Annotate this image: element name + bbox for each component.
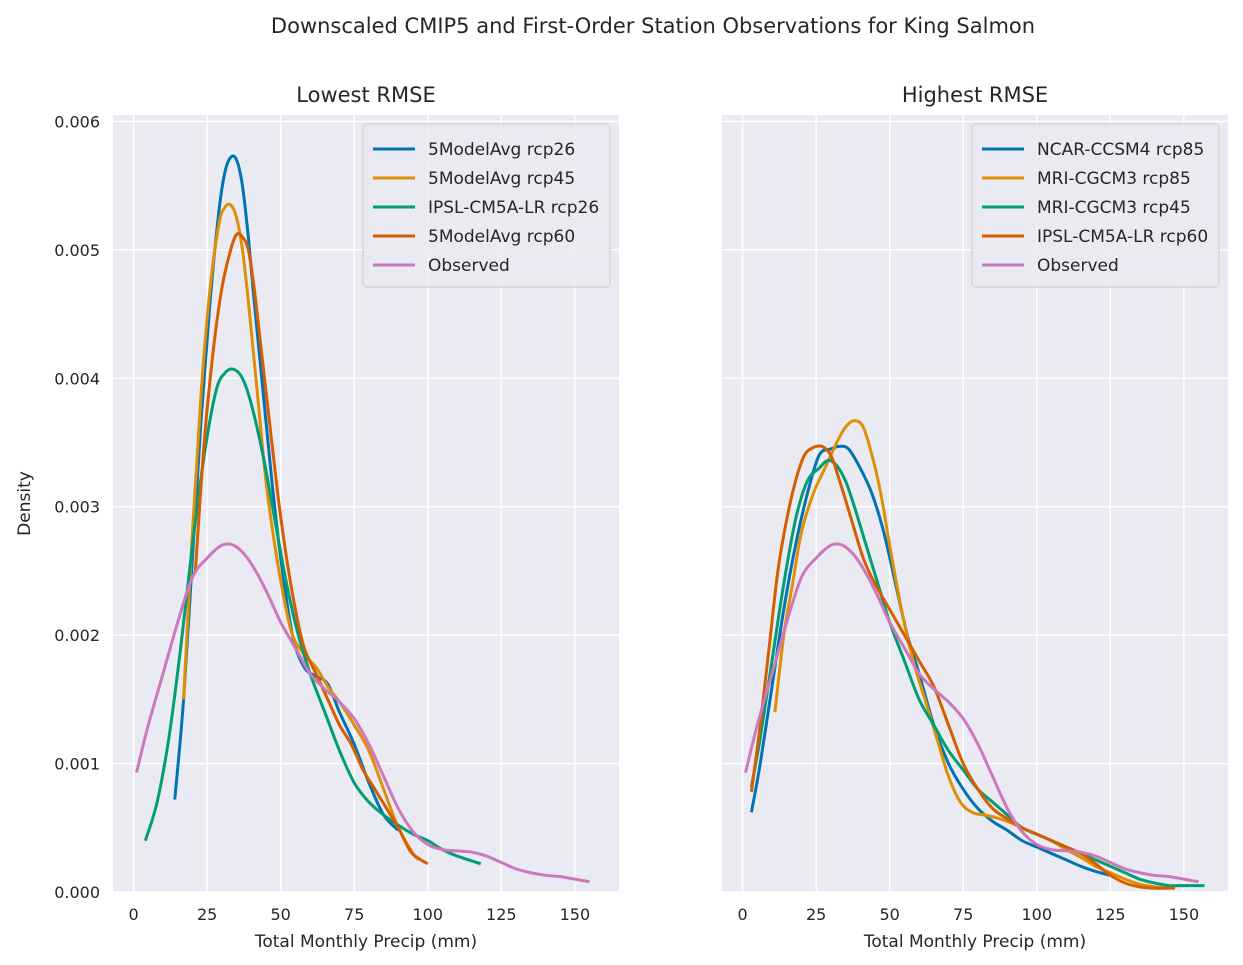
y-tick-label: 0.006 [54, 112, 100, 131]
y-tick-label: 0.004 [54, 369, 100, 388]
x-tick-label: 50 [271, 905, 291, 924]
legend-label: Observed [1037, 256, 1119, 276]
series-line-observed [135, 542, 590, 884]
legend-label: IPSL-CM5A-LR rcp26 [428, 198, 599, 218]
series-line-5modelavg-rcp60 [193, 232, 429, 866]
x-axis-label: Total Monthly Precip (mm) [254, 932, 477, 952]
legend-label: Observed [428, 256, 510, 276]
x-tick-label: 150 [1169, 905, 1200, 924]
legend-item: MRI-CGCM3 rcp85 [982, 169, 1191, 189]
legend-item: IPSL-CM5A-LR rcp60 [982, 227, 1208, 247]
x-tick-label: 75 [953, 905, 973, 924]
panel-title: Highest RMSE [902, 83, 1048, 107]
legend-item: IPSL-CM5A-LR rcp26 [373, 198, 599, 218]
x-tick-label: 25 [806, 905, 826, 924]
legend-item: Observed [982, 256, 1119, 276]
legend-label: 5ModelAvg rcp60 [428, 227, 575, 247]
figure-title: Downscaled CMIP5 and First-Order Station… [271, 14, 1035, 38]
legend-box [362, 123, 611, 288]
legend-label: MRI-CGCM3 rcp45 [1037, 198, 1191, 218]
y-axis-label: Density [15, 471, 35, 536]
legend-label: 5ModelAvg rcp45 [428, 169, 575, 189]
x-tick-label: 25 [197, 905, 217, 924]
legend: 5ModelAvg rcp26 5ModelAvg rcp45 IPSL-CM5A-… [362, 123, 611, 288]
legend: NCAR-CCSM4 rcp85 MRI-CGCM3 rcp85 MRI-CGCM3… [971, 123, 1220, 288]
series-line-mri-cgcm3-rcp45 [749, 458, 1205, 888]
series-line-observed [744, 542, 1199, 884]
legend-item: 5ModelAvg rcp26 [373, 140, 575, 160]
y-tick-label: 0.005 [54, 241, 100, 260]
legend-item: 5ModelAvg rcp45 [373, 169, 575, 189]
y-tick-label: 0.001 [54, 755, 100, 774]
x-tick-label: 0 [128, 905, 138, 924]
legend-label: 5ModelAvg rcp26 [428, 140, 575, 160]
y-tick-label: 0.000 [54, 883, 100, 902]
x-axis-label: Total Monthly Precip (mm) [863, 932, 1086, 952]
series-line-5modelavg-rcp45 [182, 202, 421, 861]
y-tick-label: 0.003 [54, 498, 100, 517]
series-line-ipsl-cm5a-lr-rcp26 [143, 367, 482, 866]
x-tick-label: 150 [560, 905, 591, 924]
x-tick-label: 100 [413, 905, 444, 924]
x-tick-label: 100 [1022, 905, 1053, 924]
series-line-5modelavg-rcp26 [173, 154, 400, 832]
legend-item: Observed [373, 256, 510, 276]
right-panel-highest-rmse: 0 25 50 75 100 125 150 Total Monthly Precip (mm… [722, 83, 1228, 952]
legend-label: IPSL-CM5A-LR rcp60 [1037, 227, 1208, 247]
y-tick-label: 0.002 [54, 626, 100, 645]
x-tick-label: 75 [344, 905, 364, 924]
legend-label: NCAR-CCSM4 rcp85 [1037, 140, 1204, 160]
x-tick-label: 125 [1095, 905, 1126, 924]
left-panel-lowest-rmse: 0 25 50 75 100 125 150 0.000 0.001 0.002 0.003 0.00… [15, 83, 619, 952]
legend-item: NCAR-CCSM4 rcp85 [982, 140, 1204, 160]
legend-item: 5ModelAvg rcp60 [373, 227, 575, 247]
panel-title: Lowest RMSE [296, 83, 435, 107]
legend-item: MRI-CGCM3 rcp45 [982, 198, 1191, 218]
series-line-ipsl-cm5a-lr-rcp60 [749, 444, 1176, 890]
x-tick-label: 50 [880, 905, 900, 924]
legend-label: MRI-CGCM3 rcp85 [1037, 169, 1191, 189]
legend-box [971, 123, 1220, 288]
x-tick-label: 125 [486, 905, 517, 924]
x-tick-label: 0 [737, 905, 747, 924]
